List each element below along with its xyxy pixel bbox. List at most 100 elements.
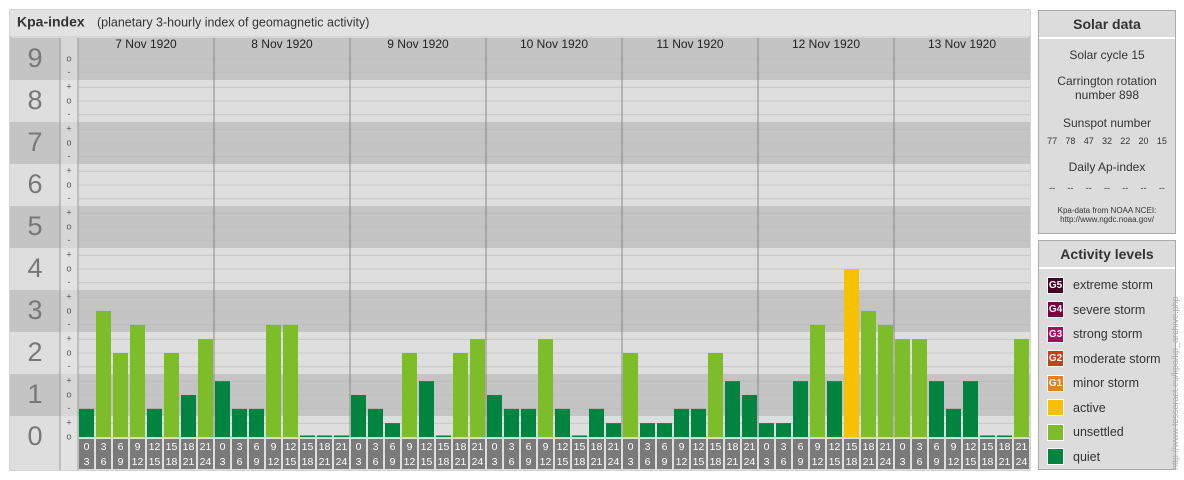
slot-to: 24 <box>880 456 892 468</box>
minor-tick-label: - <box>68 151 71 161</box>
slot-from: 6 <box>934 441 940 453</box>
minor-tick-label: o <box>66 221 71 231</box>
level-label: minor storm <box>1073 376 1139 391</box>
slot-box <box>249 439 264 469</box>
slot-to: 21 <box>319 456 331 468</box>
sunspot-value: 22 <box>1120 136 1131 146</box>
slot-box <box>623 439 638 469</box>
level-label: extreme storm <box>1073 278 1153 293</box>
ap-value: -- <box>1085 183 1092 193</box>
slot-to: 9 <box>798 456 804 468</box>
minor-tick-label: o <box>66 53 71 63</box>
bar <box>963 381 978 437</box>
bar <box>470 339 485 437</box>
slot-from: 9 <box>815 441 821 453</box>
slot-from: 18 <box>999 441 1011 453</box>
bar <box>997 435 1012 437</box>
slot-from: 18 <box>455 441 467 453</box>
slot-to: 15 <box>285 456 297 468</box>
slot-to: 6 <box>781 456 787 468</box>
slot-box <box>266 439 281 469</box>
slot-to: 6 <box>101 456 107 468</box>
slot-to: 18 <box>166 456 178 468</box>
slot-from: 9 <box>271 441 277 453</box>
slot-to: 6 <box>237 456 243 468</box>
bar <box>708 353 723 437</box>
bar <box>487 395 502 437</box>
slot-from: 21 <box>336 441 348 453</box>
slot-to: 24 <box>608 456 620 468</box>
slot-box <box>113 439 128 469</box>
slot-to: 24 <box>1016 456 1028 468</box>
slot-box <box>317 439 332 469</box>
minor-tick-label: o <box>66 95 71 105</box>
minor-tick-label: + <box>66 418 71 428</box>
slot-from: 12 <box>421 441 433 453</box>
day-label: 12 Nov 1920 <box>792 37 860 51</box>
slot-box <box>912 439 927 469</box>
sunspot-value: 15 <box>1156 136 1167 146</box>
bar <box>793 381 808 437</box>
bar <box>674 408 689 437</box>
minor-tick-label: + <box>66 292 71 302</box>
day-label: 7 Nov 1920 <box>115 37 177 51</box>
slot-box <box>572 439 587 469</box>
bar <box>1014 339 1029 437</box>
bar <box>606 423 621 437</box>
source: Kpa-data from NOAA NCEI: <box>1057 206 1157 215</box>
slot-from: 6 <box>254 441 260 453</box>
day-label: 8 Nov 1920 <box>251 37 313 51</box>
bar <box>572 435 587 437</box>
level-label: severe storm <box>1073 302 1146 317</box>
slot-box <box>215 439 230 469</box>
slot-to: 3 <box>764 456 770 468</box>
minor-tick-label: + <box>66 376 71 386</box>
level-row: G3 strong storm <box>1039 322 1175 347</box>
bar <box>776 423 791 437</box>
slot-to: 3 <box>84 456 90 468</box>
level-swatch: G3 <box>1047 325 1064 343</box>
slot-box <box>980 439 995 469</box>
level-swatch: G2 <box>1047 350 1064 368</box>
bar <box>368 408 383 437</box>
slot-from: 15 <box>710 441 722 453</box>
slot-from: 0 <box>900 441 906 453</box>
bar <box>147 408 162 437</box>
bar <box>691 408 706 437</box>
slot-box <box>487 439 502 469</box>
bar <box>96 311 111 437</box>
minor-tick-label: + <box>66 166 71 176</box>
bar <box>555 408 570 437</box>
slot-from: 0 <box>84 441 90 453</box>
chart-title: Kpa-index <box>17 14 85 30</box>
slot-box <box>436 439 451 469</box>
y-tick-label: 4 <box>27 253 42 283</box>
slot-from: 3 <box>509 441 515 453</box>
minor-tick-label: - <box>68 193 71 203</box>
slot-box <box>504 439 519 469</box>
day-label: 11 Nov 1920 <box>656 37 723 51</box>
slot-to: 15 <box>149 456 161 468</box>
minor-tick-label: o <box>66 347 71 357</box>
level-label: quiet <box>1073 449 1101 464</box>
slot-from: 15 <box>982 441 994 453</box>
slot-from: 0 <box>220 441 226 453</box>
bar <box>266 324 281 437</box>
y-tick-label: 1 <box>27 379 42 409</box>
slot-from: 12 <box>693 441 705 453</box>
bar <box>538 339 553 437</box>
slot-from: 0 <box>628 441 634 453</box>
minor-tick-label: - <box>68 403 71 413</box>
day-label: 10 Nov 1920 <box>520 37 588 51</box>
slot-box <box>334 439 349 469</box>
slot-to: 24 <box>336 456 348 468</box>
slot-box <box>470 439 485 469</box>
slot-box <box>589 439 604 469</box>
level-row: active <box>1039 396 1175 421</box>
slot-from: 15 <box>846 441 858 453</box>
y-tick-label: 5 <box>27 211 42 241</box>
slot-box <box>810 439 825 469</box>
sunspot-value: 20 <box>1138 136 1149 146</box>
bar <box>130 324 145 437</box>
minor-tick-label: - <box>68 277 71 287</box>
